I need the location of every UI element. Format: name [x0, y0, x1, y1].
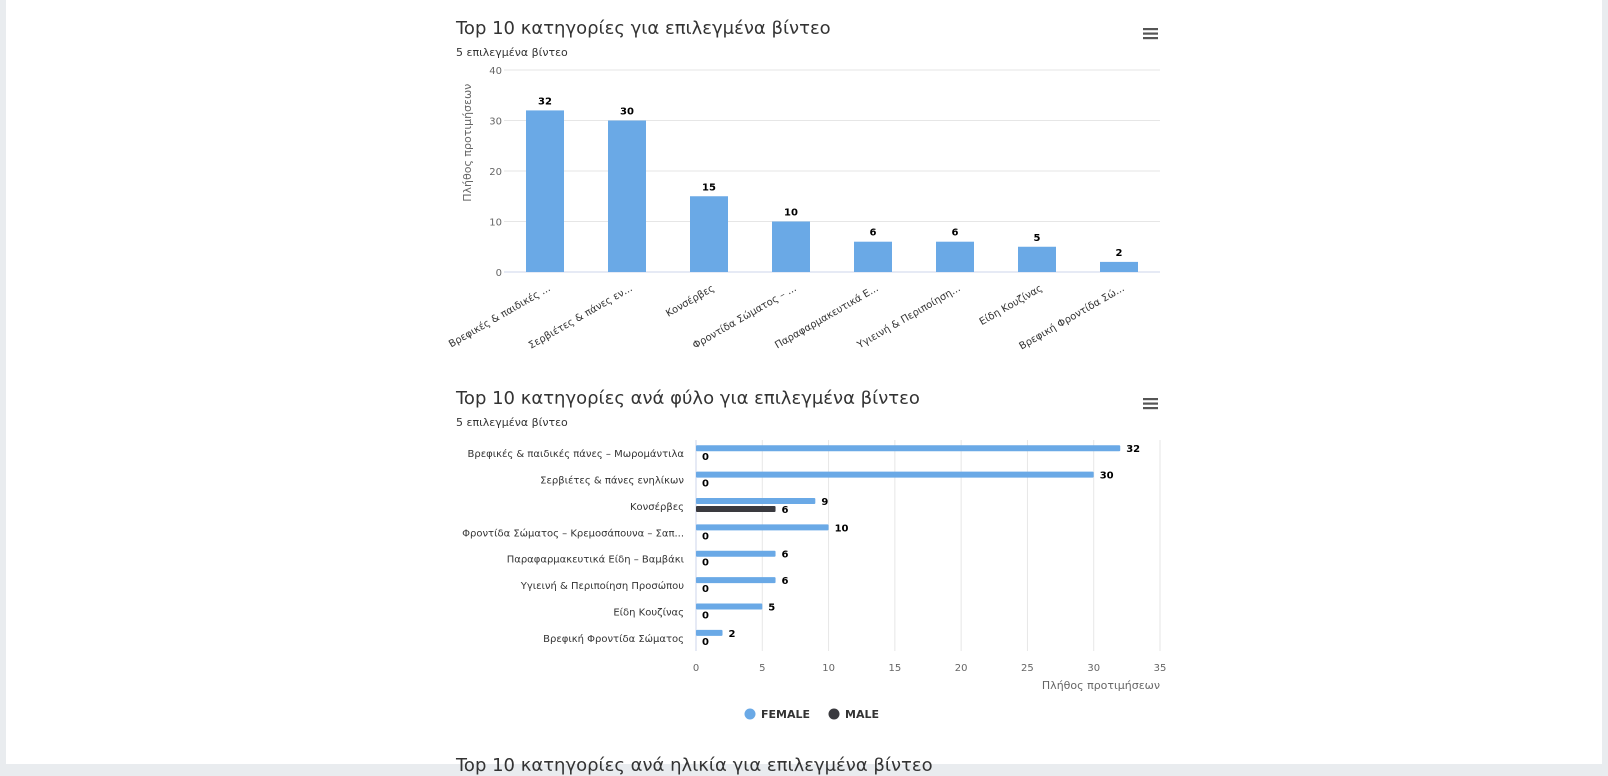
y-tick-label: 0	[496, 268, 502, 279]
data-label: 10	[784, 208, 798, 219]
data-label: 5	[1034, 233, 1041, 244]
chart-subtitle: 5 επιλεγμένα βίντεο	[456, 46, 568, 59]
y-tick-label: 40	[489, 66, 502, 77]
hamburger-menu-icon[interactable]	[1140, 24, 1162, 44]
bar	[772, 221, 810, 272]
page: Top 10 κατηγορίες για επιλεγμένα βίντεο …	[6, 0, 1602, 776]
y-axis-label: Πλήθος προτιμήσεων	[461, 84, 474, 202]
data-label: 2	[1116, 248, 1123, 259]
next-section-title: Top 10 κατηγορίες ανά ηλικία για επιλεγμ…	[456, 755, 933, 776]
horizontal-bar-chart-container: Top 10 κατηγορίες ανά φύλο για επιλεγμέν…	[456, 388, 1166, 728]
y-tick-label: 20	[489, 167, 502, 178]
data-label: 32	[538, 96, 552, 107]
bar-chart-container: Top 10 κατηγορίες για επιλεγμένα βίντεο …	[456, 18, 1166, 358]
chart-subtitle: 5 επιλεγμένα βίντεο	[456, 416, 568, 429]
x-tick-label: Κονσέρβες	[664, 282, 717, 319]
bar	[936, 241, 974, 272]
x-tick-label: Είδη Κουζίνας	[977, 282, 1044, 328]
y-tick-label: 30	[489, 117, 502, 128]
bar	[854, 241, 892, 272]
bar	[526, 110, 564, 273]
data-label: 6	[870, 228, 877, 239]
hamburger-menu-icon[interactable]	[1140, 394, 1162, 414]
bar	[1018, 246, 1056, 272]
chart-title: Top 10 κατηγορίες για επιλεγμένα βίντεο	[456, 18, 831, 39]
bar	[1100, 261, 1138, 272]
data-label: 15	[702, 182, 716, 193]
bar	[690, 196, 728, 272]
y-tick-label: 10	[489, 218, 502, 229]
data-label: 30	[620, 107, 634, 118]
chart-title: Top 10 κατηγορίες ανά φύλο για επιλεγμέν…	[456, 388, 920, 409]
data-label: 6	[952, 228, 959, 239]
bar	[608, 120, 646, 272]
